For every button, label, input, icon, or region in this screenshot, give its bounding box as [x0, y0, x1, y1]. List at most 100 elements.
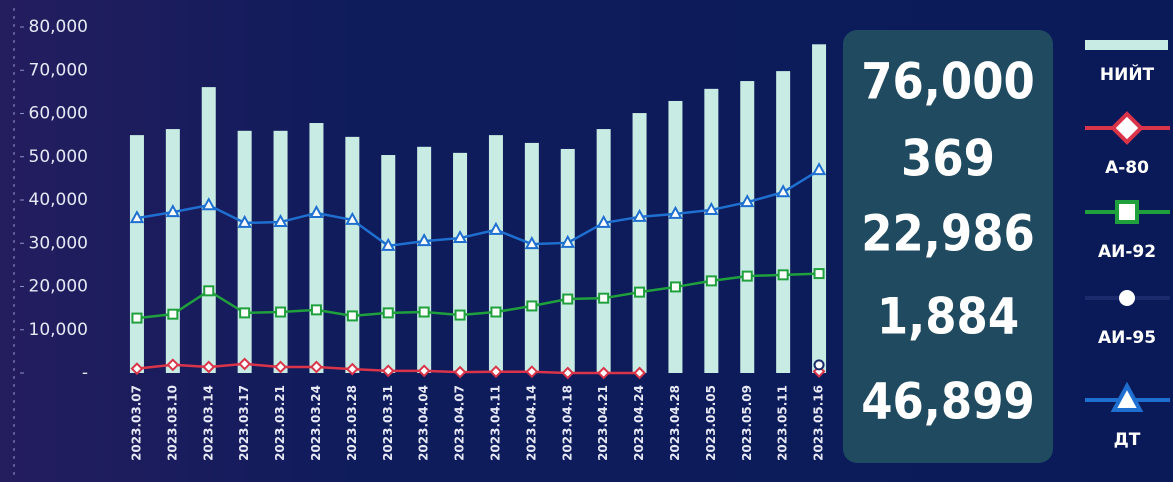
bar	[560, 148, 575, 373]
legend-label: А-80	[1105, 158, 1149, 178]
bar	[417, 146, 432, 373]
marker	[525, 365, 539, 379]
y-tick-label: -	[82, 363, 88, 383]
y-tick-label: 10,000	[29, 320, 88, 340]
marker	[417, 364, 431, 378]
y-tick-label: 60,000	[29, 104, 88, 124]
marker	[201, 197, 216, 211]
bar	[201, 87, 216, 374]
marker	[811, 162, 827, 176]
y-tick-label: 80,000	[29, 17, 88, 37]
bar	[345, 136, 360, 373]
x-tick-label: 2023.03.10	[165, 385, 179, 461]
marker	[202, 360, 216, 374]
marker	[705, 275, 717, 287]
y-tick-label: 70,000	[29, 60, 88, 80]
x-tick-label: 2023.03.28	[345, 385, 359, 461]
x-tick-label: 2023.03.24	[309, 385, 323, 461]
x-tick-label: 2023.04.04	[417, 385, 431, 461]
marker	[346, 310, 358, 322]
x-tick-label: 2023.04.11	[488, 385, 502, 461]
marker	[452, 229, 468, 244]
y-tick-label: 40,000	[29, 190, 88, 210]
bar	[453, 152, 468, 373]
marker	[669, 281, 681, 293]
series-line	[136, 272, 820, 320]
marker	[239, 307, 251, 319]
marker	[310, 360, 323, 374]
marker	[632, 208, 647, 222]
bar	[740, 81, 755, 373]
summary-panel	[843, 30, 1053, 463]
bar	[704, 88, 719, 373]
marker	[561, 366, 575, 380]
x-tick-label: 2023.04.24	[632, 385, 646, 461]
bar	[273, 130, 288, 373]
marker	[381, 237, 396, 251]
marker	[562, 293, 574, 305]
marker	[704, 201, 719, 215]
x-tick-label: 2023.05.09	[740, 385, 754, 461]
x-tick-label: 2023.03.07	[129, 385, 143, 461]
bar	[381, 155, 396, 373]
marker	[813, 268, 825, 280]
marker	[310, 304, 322, 316]
marker	[203, 285, 215, 297]
marker	[740, 194, 755, 208]
x-tick-label: 2023.03.17	[237, 385, 251, 461]
marker	[273, 213, 288, 228]
marker	[775, 184, 791, 198]
marker	[634, 286, 646, 298]
marker	[166, 358, 180, 372]
marker	[130, 362, 144, 376]
marker	[813, 359, 825, 371]
marker	[668, 205, 683, 219]
legend-marker	[1110, 381, 1144, 412]
marker	[238, 357, 252, 371]
marker	[167, 308, 179, 320]
bar	[632, 113, 647, 373]
summary-value: 1,884	[877, 288, 1019, 346]
series-line	[136, 169, 820, 248]
bar	[129, 135, 144, 373]
marker	[633, 366, 646, 380]
marker	[524, 236, 540, 250]
summary-value: 46,899	[861, 373, 1035, 431]
marker	[597, 366, 611, 380]
x-tick-label: 2023.04.07	[453, 385, 467, 461]
bar	[309, 123, 324, 373]
y-tick-label: 20,000	[29, 277, 88, 297]
marker	[416, 233, 432, 247]
x-tick-label: 2023.04.28	[668, 385, 682, 461]
summary-value: 22,986	[861, 205, 1035, 263]
bar	[812, 44, 827, 374]
marker	[526, 300, 538, 312]
legend-marker	[1115, 200, 1139, 224]
y-tick-label: 50,000	[29, 147, 88, 167]
bar	[668, 100, 683, 374]
marker	[129, 210, 145, 224]
legend-label: ДТ	[1114, 430, 1141, 450]
marker	[345, 362, 359, 376]
x-tick-label: 2023.04.14	[524, 385, 538, 461]
marker	[275, 306, 287, 318]
bar	[237, 130, 252, 373]
marker	[489, 365, 503, 379]
x-tick-label: 2023.03.31	[381, 385, 395, 461]
marker	[777, 269, 789, 281]
marker	[560, 234, 575, 248]
summary-value: 76,000	[861, 53, 1035, 111]
x-tick-label: 2023.04.21	[596, 385, 610, 461]
x-tick-label: 2023.03.21	[273, 385, 287, 461]
marker	[454, 309, 466, 321]
marker	[131, 312, 143, 324]
legend-label: АИ-95	[1098, 328, 1156, 348]
legend-marker	[1110, 111, 1144, 145]
marker	[488, 221, 504, 235]
x-tick-label: 2023.05.05	[704, 385, 718, 461]
marker	[309, 204, 324, 218]
marker	[345, 211, 360, 225]
x-tick-label: 2023.03.14	[201, 385, 215, 461]
marker	[453, 365, 467, 379]
summary-value: 369	[901, 130, 995, 188]
